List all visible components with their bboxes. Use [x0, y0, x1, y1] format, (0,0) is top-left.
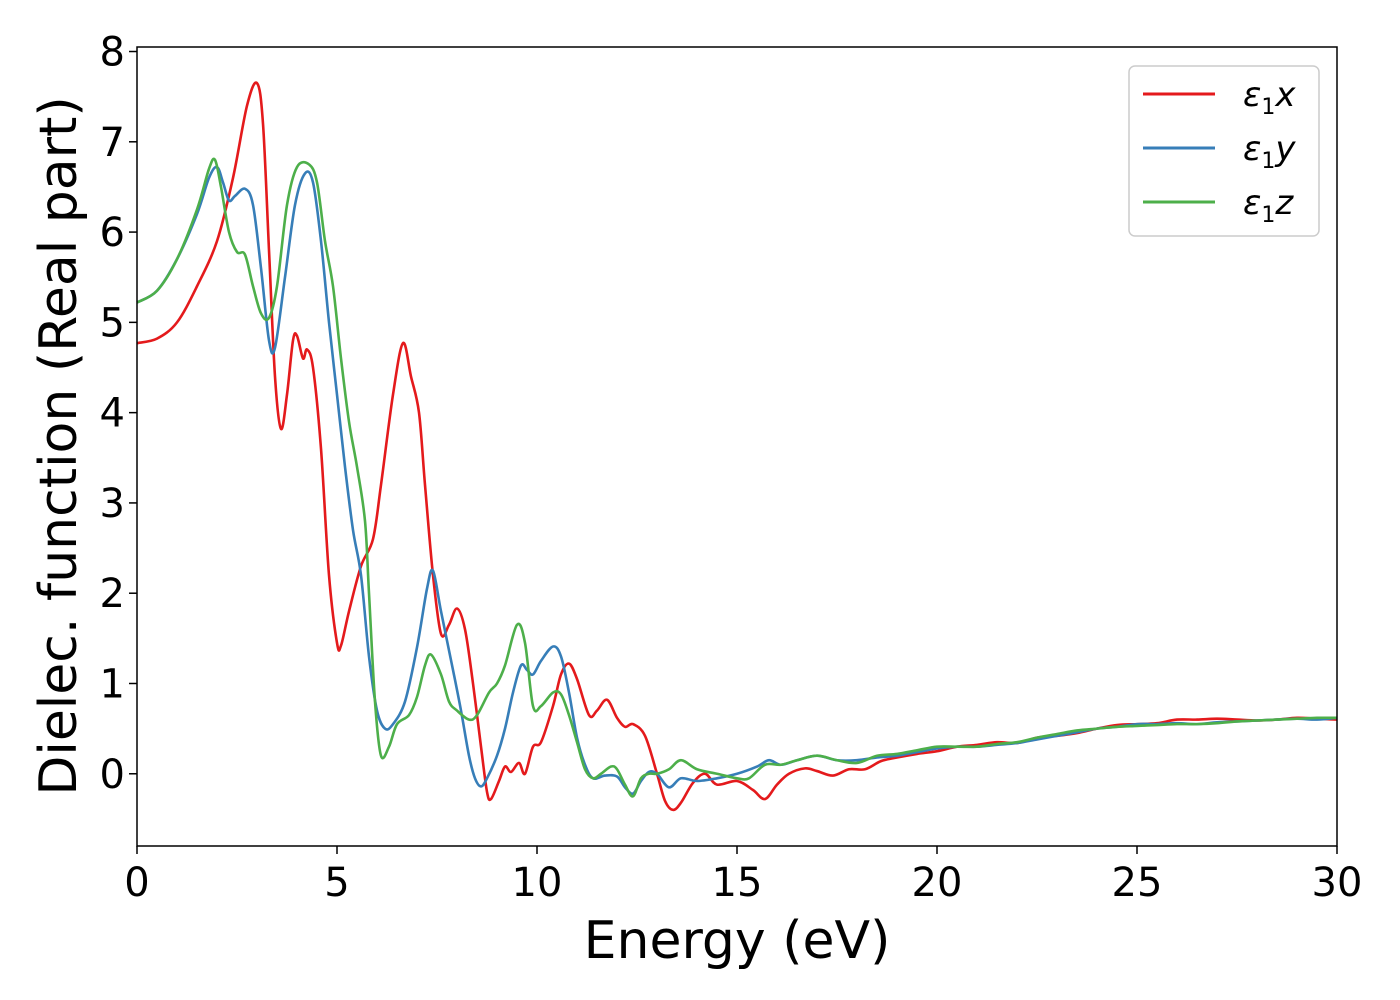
y-tick-label: 1 — [100, 661, 125, 707]
x-tick-label: 5 — [324, 860, 349, 906]
y-tick-label: 8 — [100, 30, 125, 76]
y-axis-title: Dielec. function (Real part) — [29, 96, 89, 795]
series-line-z — [136, 157, 1338, 798]
series-layer — [136, 81, 1338, 812]
x-tick-label: 0 — [124, 860, 149, 906]
y-tick-label: 4 — [100, 391, 125, 437]
y-axis: 0 1 2 3 4 5 6 7 8 — [100, 30, 137, 798]
legend-box — [1128, 65, 1320, 237]
y-tick-label: 2 — [100, 571, 125, 617]
x-tick-label: 10 — [512, 860, 563, 906]
x-axis-title: Energy (eV) — [584, 911, 891, 971]
x-tick-label: 30 — [1312, 860, 1363, 906]
y-tick-label: 3 — [100, 481, 125, 527]
legend-label-z: ε1z — [1243, 183, 1294, 228]
x-tick-label: 15 — [712, 860, 763, 906]
y-tick-label: 7 — [100, 120, 125, 166]
x-tick-label: 25 — [1112, 860, 1163, 906]
y-tick-label: 5 — [100, 300, 125, 346]
legend: ε1x ε1y ε1z — [1128, 65, 1320, 237]
y-tick-label: 0 — [100, 752, 125, 798]
x-axis: 0 5 10 15 20 25 30 — [124, 846, 1362, 906]
y-tick-label: 6 — [100, 210, 125, 256]
legend-label-y: ε1y — [1243, 129, 1296, 174]
series-line-y — [136, 165, 1338, 796]
legend-label-x: ε1x — [1243, 75, 1296, 120]
x-tick-label: 20 — [912, 860, 963, 906]
